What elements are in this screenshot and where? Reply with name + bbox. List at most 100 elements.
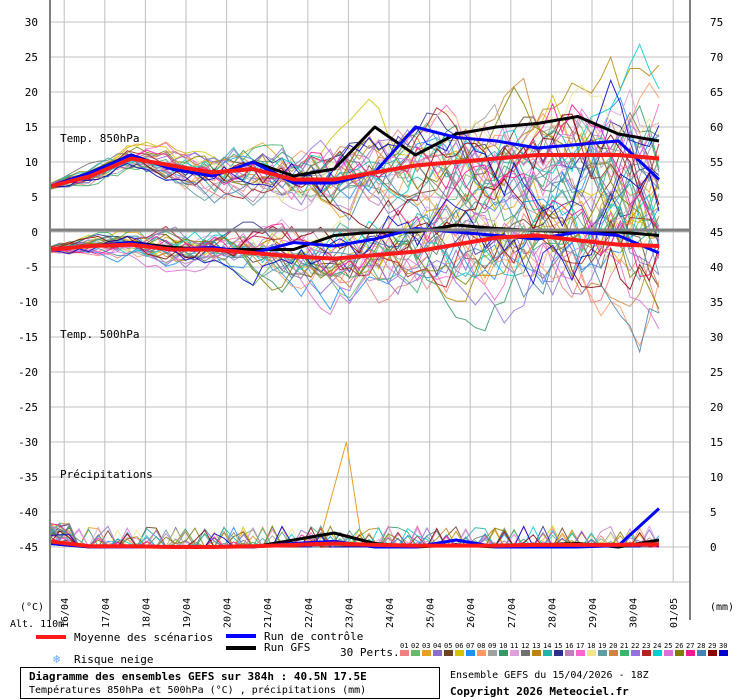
member-line-t500	[49, 183, 660, 277]
member-line-t850	[49, 86, 660, 239]
pert-number: 30	[719, 642, 727, 650]
pert-number: 21	[620, 642, 628, 650]
right-tick-label: 15	[710, 436, 723, 449]
left-tick-label: 20	[25, 86, 38, 99]
right-tick-label: 35	[710, 296, 723, 309]
pert-number: 16	[565, 642, 573, 650]
axis-ticks: 302520151050-5-10-15-20-25-30-35-40-4575…	[18, 16, 723, 628]
right-tick-label: 65	[710, 86, 723, 99]
pert-number: 19	[598, 642, 606, 650]
right-tick-label: 30	[710, 331, 723, 344]
perturbation-legend: 01 02 03 04 05 06 07 08 09 10 11 12 13 14 15 16 17 18 19 20…	[400, 642, 728, 656]
right-tick-label: 50	[710, 191, 723, 204]
right-axis-unit: (mm)	[710, 602, 734, 613]
pert-swatch	[400, 650, 409, 656]
left-tick-label: -5	[25, 261, 38, 274]
x-date-label: 18/04	[141, 598, 152, 628]
x-date-label: 23/04	[344, 598, 355, 628]
pert-swatch	[642, 650, 651, 656]
mean-line-t500	[49, 233, 660, 261]
pert-number: 13	[532, 642, 540, 650]
pert-number: 09	[488, 642, 496, 650]
pert-number: 07	[466, 642, 474, 650]
pert-swatch	[433, 650, 442, 656]
label-temp-850: Temp. 850hPa	[60, 132, 139, 145]
chart-frame	[49, 0, 691, 620]
pert-number: 03	[422, 642, 430, 650]
left-tick-label: -40	[18, 506, 38, 519]
pert-number: 17	[576, 642, 584, 650]
pert-number: 12	[521, 642, 529, 650]
right-tick-label: 60	[710, 121, 723, 134]
pert-number: 06	[455, 642, 463, 650]
left-tick-label: -10	[18, 296, 38, 309]
pert-swatch	[708, 650, 717, 656]
pert-swatch	[576, 650, 585, 656]
pert-swatch	[422, 650, 431, 656]
member-precip-peak	[317, 441, 364, 548]
pert-swatch	[719, 650, 728, 656]
x-date-label: 16/04	[60, 598, 71, 628]
legend-perts-label: 30 Perts.	[340, 646, 400, 659]
left-tick-label: -25	[18, 401, 38, 414]
member-line-t850	[49, 55, 660, 198]
pert-swatch	[565, 650, 574, 656]
x-date-label: 26/04	[466, 598, 477, 628]
right-tick-label: 5	[710, 506, 717, 519]
pert-number: 18	[587, 642, 595, 650]
left-tick-label: 30	[25, 16, 38, 29]
pert-number: 22	[631, 642, 639, 650]
pert-swatch	[686, 650, 695, 656]
pert-number: 26	[675, 642, 683, 650]
right-tick-label: 20	[710, 401, 723, 414]
left-tick-label: 15	[25, 121, 38, 134]
pert-swatch	[587, 650, 596, 656]
right-tick-label: 10	[710, 471, 723, 484]
right-tick-label: 75	[710, 16, 723, 29]
x-date-label: 22/04	[304, 598, 315, 628]
member-line-t500	[49, 166, 660, 272]
pert-swatch	[444, 650, 453, 656]
x-date-label: 17/04	[101, 598, 112, 628]
pert-swatch	[598, 650, 607, 656]
pert-number: 11	[510, 642, 518, 650]
member-line-t850	[49, 106, 660, 201]
footer-box: Diagramme des ensembles GEFS sur 384h : …	[20, 667, 440, 699]
pert-number: 27	[686, 642, 694, 650]
right-tick-label: 0	[710, 541, 717, 554]
left-tick-label: -20	[18, 366, 38, 379]
left-tick-label: 5	[31, 191, 38, 204]
x-date-label: 01/05	[669, 598, 680, 628]
footer-title: Diagramme des ensembles GEFS sur 384h : …	[29, 670, 367, 683]
left-tick-label: 0	[31, 226, 38, 239]
pert-swatch	[532, 650, 541, 656]
mean-line-t850	[49, 153, 660, 189]
right-tick-label: 70	[710, 51, 723, 64]
right-tick-label: 45	[710, 226, 723, 239]
left-tick-label: 25	[25, 51, 38, 64]
x-date-label: 30/04	[629, 598, 640, 628]
x-date-label: 21/04	[263, 598, 274, 628]
pert-number: 05	[444, 642, 452, 650]
run-info: Ensemble GEFS du 15/04/2026 - 18Z	[450, 670, 649, 681]
pert-swatch	[543, 650, 552, 656]
pert-number: 29	[708, 642, 716, 650]
pert-swatch	[664, 650, 673, 656]
pert-swatch	[697, 650, 706, 656]
right-tick-label: 25	[710, 366, 723, 379]
footer-subtitle: Températures 850hPa et 500hPa (°C) , pré…	[29, 685, 367, 696]
pert-number: 04	[433, 642, 441, 650]
member-line-t850	[49, 102, 660, 231]
x-date-label: 29/04	[588, 598, 599, 628]
altitude-label: Alt. 110m	[10, 619, 64, 630]
left-axis-unit: (°C)	[20, 602, 44, 613]
chart-grid	[50, 0, 690, 583]
legend-snow-label: Risque neige	[74, 653, 153, 666]
mean-line-precip	[49, 539, 660, 549]
pert-swatch	[488, 650, 497, 656]
member-line-t850	[49, 141, 660, 248]
pert-number: 25	[664, 642, 672, 650]
pert-number: 01	[400, 642, 408, 650]
member-line-t500	[49, 192, 660, 279]
left-tick-label: -45	[18, 541, 38, 554]
